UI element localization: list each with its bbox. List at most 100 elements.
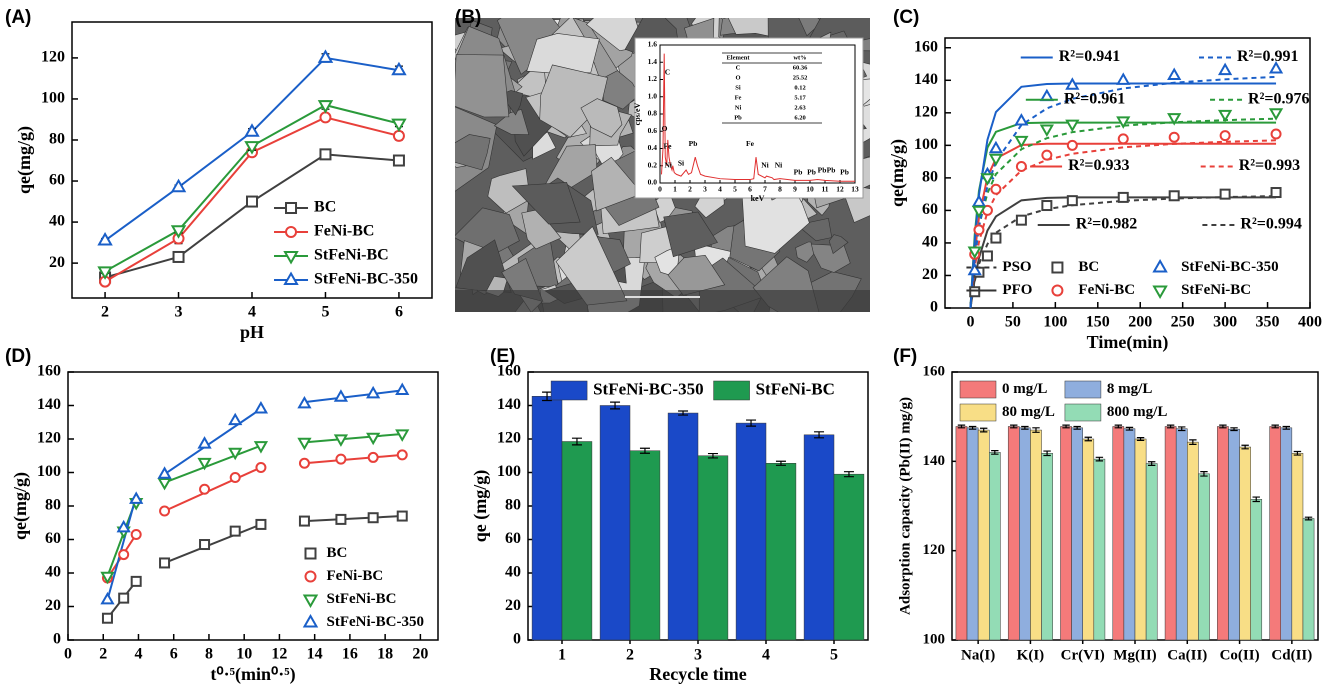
x-tick-label: 3 [175, 304, 183, 321]
marker [100, 571, 115, 585]
y-tick-label: 40 [45, 564, 61, 581]
bar [599, 405, 631, 641]
bar [1228, 428, 1240, 641]
x-tick-label: 6 [395, 304, 403, 321]
y-tick-label: 0 [513, 631, 521, 648]
legend-label: 80 mg/L [1002, 404, 1055, 420]
panel-label: (D) [5, 346, 31, 367]
marker [1041, 149, 1053, 161]
bar [1175, 428, 1188, 641]
x-tick-label: K(I) [1017, 647, 1045, 663]
y-tick-label: 20 [505, 597, 521, 614]
legend-marker [302, 594, 319, 609]
legend-swatch [959, 380, 997, 399]
panel-label: (A) [5, 7, 31, 28]
x-tick-label: 6 [748, 185, 752, 194]
error-bar [678, 410, 689, 416]
x-tick-label: 400 [1298, 314, 1322, 331]
y-axis-title: qe(mg/g) [887, 139, 908, 207]
annotation: Pb [807, 167, 816, 176]
marker [197, 436, 212, 449]
annotation: O [662, 124, 668, 133]
marker [990, 232, 1002, 244]
error-bar [1189, 439, 1197, 445]
marker [990, 183, 1002, 195]
fit-line [164, 466, 262, 512]
fit-line [106, 495, 138, 601]
marker [1066, 139, 1078, 151]
marker [1168, 190, 1180, 202]
error-bar [1084, 436, 1092, 442]
table-cell: 5.17 [794, 94, 806, 101]
marker [967, 262, 982, 276]
annotation: Pb [840, 167, 849, 176]
y-tick-label: 140 [923, 453, 946, 469]
marker [228, 447, 243, 461]
series-line [661, 53, 855, 182]
y-tick-label: 0 [53, 631, 61, 648]
legend-swatch [713, 380, 750, 401]
marker [1116, 116, 1131, 129]
x-tick-label: 4 [762, 647, 770, 664]
y-tick-label: 120 [923, 542, 946, 558]
annotation: R²=0.933 [1068, 157, 1129, 174]
marker [246, 195, 258, 208]
legend-label: 800 mg/L [1107, 404, 1167, 420]
sem-grain [727, 18, 769, 37]
x-tick-label: 0 [658, 185, 662, 194]
bar [955, 426, 968, 641]
bar [765, 463, 797, 641]
marker [1167, 113, 1182, 126]
table-header: wt% [793, 54, 806, 61]
marker [298, 515, 310, 527]
error-bar [610, 401, 621, 410]
error-bar [1095, 456, 1104, 462]
fit-line [304, 453, 403, 465]
legend-marker [285, 202, 298, 214]
bar [1112, 426, 1125, 641]
annotation: Pb [827, 166, 836, 175]
marker [333, 389, 349, 402]
error-bar [571, 437, 582, 446]
legend: BC FeNi-BC StFeNi-BC StFeNi-BC-350 [274, 199, 418, 288]
y-tick-label: 1.0 [648, 91, 658, 100]
marker [367, 451, 379, 463]
x-tick-label: 12 [271, 646, 287, 663]
table-cell: 60.36 [793, 64, 808, 71]
marker [1268, 61, 1284, 74]
marker [1116, 72, 1131, 85]
y-axis-title: qe(mg/g) [10, 472, 31, 540]
x-tick-label: 2 [688, 185, 692, 194]
y-axis-title: qe (mg/g) [470, 470, 491, 542]
bar [803, 434, 835, 641]
y-tick-label: 80 [49, 131, 65, 148]
sem-grain [455, 54, 510, 118]
bar [1291, 453, 1304, 641]
annotation: R²=0.961 [1064, 90, 1125, 107]
marker [391, 61, 407, 76]
y-tick-label: 100 [497, 463, 521, 480]
annotation: Pb [794, 167, 803, 176]
marker [130, 528, 142, 540]
error-bar [1293, 450, 1302, 456]
bar [1217, 426, 1229, 641]
marker [1219, 188, 1231, 200]
marker [396, 510, 408, 522]
marker [395, 382, 410, 396]
x-tick-label: 200 [1128, 314, 1152, 331]
legend-label: 0 mg/L [1002, 381, 1047, 397]
y-tick-label: 80 [922, 169, 938, 186]
annotation: R²=0.994 [1240, 216, 1301, 233]
sem-grain [828, 234, 849, 254]
table-cell: O [735, 74, 740, 81]
marker [172, 250, 185, 263]
fit-line [164, 523, 262, 564]
y-tick-label: 0.6 [648, 126, 658, 135]
error-bar [1178, 426, 1186, 432]
error-bar [843, 471, 854, 478]
legend-marker [304, 570, 317, 583]
y-axis-title: Adsorption capacity (Pb(II) mg/g) [897, 397, 913, 615]
x-tick-label: 20 [412, 646, 428, 663]
x-tick-label: 14 [307, 646, 323, 663]
